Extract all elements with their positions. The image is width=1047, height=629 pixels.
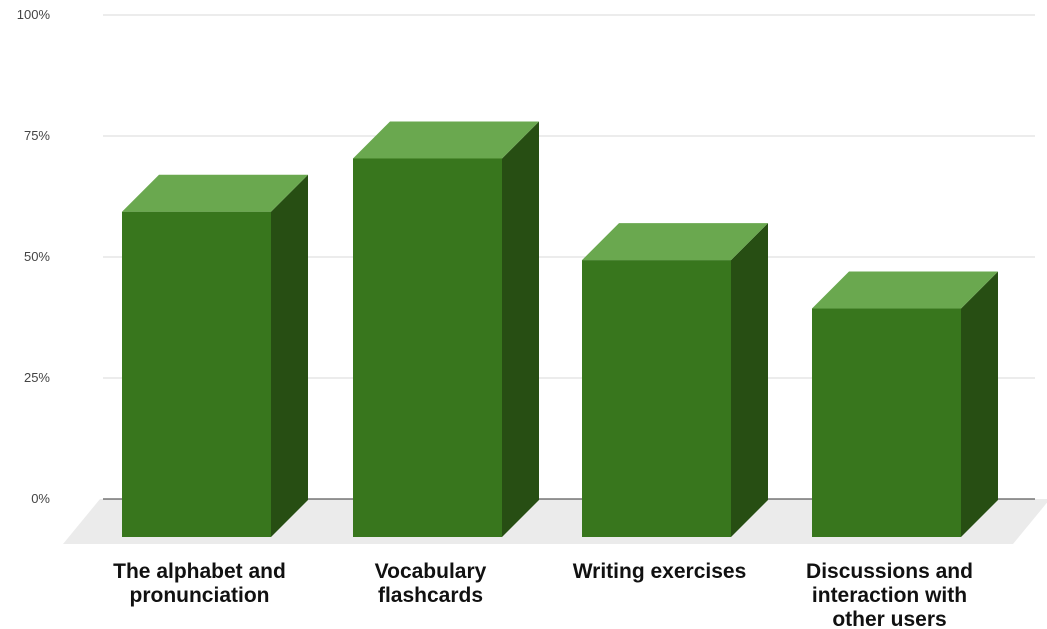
bar [812, 271, 998, 537]
x-category-label-line: other users [832, 608, 946, 629]
chart-floor [63, 499, 1047, 544]
bar [582, 223, 768, 537]
bar-top [353, 121, 539, 159]
x-category-label: Discussions and interaction with other use… [806, 560, 973, 629]
bar-side [271, 174, 308, 537]
y-tick-label: 0% [31, 491, 50, 506]
y-tick-label: 25% [24, 370, 50, 385]
x-category-label-line: pronunciation [130, 584, 270, 607]
x-category-label-line: Discussions and [806, 560, 973, 583]
x-category-label-line: flashcards [378, 584, 483, 607]
x-category-label: Vocabulary flashcards [375, 560, 487, 607]
bar-side [961, 271, 998, 537]
bar-top [582, 223, 768, 261]
bar-front [353, 158, 502, 538]
bar-top [812, 271, 998, 309]
x-category-label-line: The alphabet and [113, 560, 286, 583]
bar-top [122, 174, 308, 212]
bar-front [122, 211, 271, 537]
y-tick-label: 100% [17, 7, 51, 22]
y-tick-label: 75% [24, 128, 50, 143]
bar-side [502, 121, 539, 537]
x-category-label: The alphabet and pronunciation [113, 560, 286, 607]
bar-front [812, 308, 961, 537]
bars-layer [122, 121, 998, 538]
x-category-label-line: interaction with [812, 584, 967, 607]
labels-layer: 0% 25% 50% 75% 100% The alphabet and pronuncia… [17, 7, 973, 629]
bar [122, 174, 308, 537]
bar-front [582, 260, 731, 537]
bar-side [731, 223, 768, 537]
x-category-label: Writing exercises [573, 560, 747, 583]
y-tick-label: 50% [24, 249, 50, 264]
bar [353, 121, 539, 538]
x-category-label-line: Vocabulary [375, 560, 487, 583]
x-category-label-line: Writing exercises [573, 560, 747, 583]
chart-floor-layer [63, 499, 1047, 544]
